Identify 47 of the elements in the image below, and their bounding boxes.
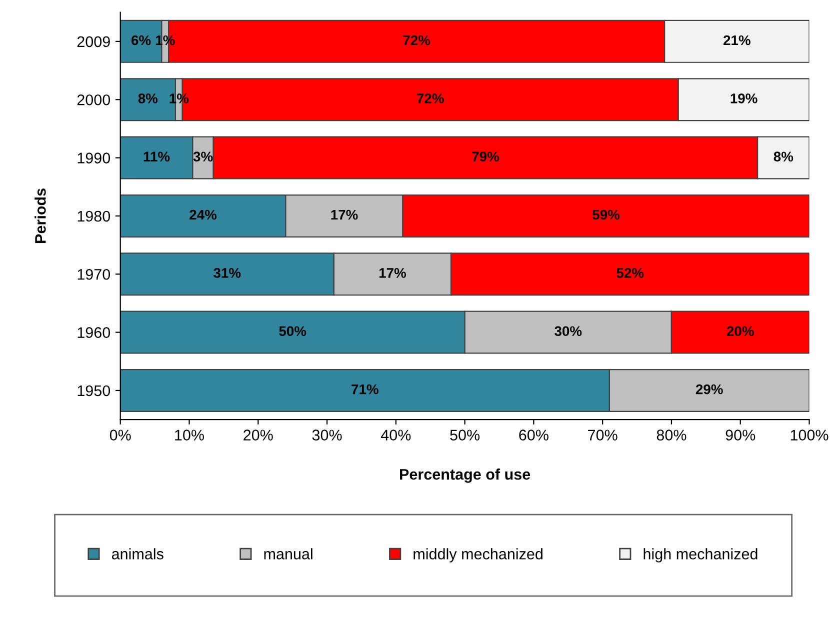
y-tick-label: 2000 bbox=[77, 94, 110, 106]
data-label: 30% bbox=[554, 326, 582, 336]
data-label: 50% bbox=[279, 326, 306, 336]
x-tick-label: 90% bbox=[726, 430, 756, 441]
data-label: 8% bbox=[138, 93, 158, 104]
data-label: 52% bbox=[616, 268, 644, 278]
data-label: 1% bbox=[156, 35, 175, 46]
data-label: 29% bbox=[696, 384, 723, 394]
x-tick-label: 40% bbox=[380, 430, 411, 441]
x-tick-label: 30% bbox=[312, 430, 342, 441]
data-label: 72% bbox=[417, 93, 444, 104]
x-tick-label: 100% bbox=[790, 430, 828, 441]
x-tick-label: 10% bbox=[175, 430, 204, 441]
legend-label: manual bbox=[264, 548, 312, 560]
y-tick-label: 1970 bbox=[78, 268, 110, 280]
y-axis-title: Periods bbox=[34, 188, 46, 243]
data-label: 6% bbox=[131, 35, 151, 46]
legend-label: middly mechanized bbox=[414, 548, 542, 562]
x-tick-label: 80% bbox=[656, 430, 686, 441]
data-label: 59% bbox=[592, 210, 620, 220]
x-tick-label: 60% bbox=[519, 430, 548, 441]
data-label: 72% bbox=[403, 35, 430, 46]
x-axis-title: Percentage of use bbox=[400, 468, 530, 483]
y-tick-label: 1990 bbox=[78, 152, 110, 164]
data-label: 3% bbox=[193, 152, 213, 162]
legend-label: high mechanized bbox=[644, 548, 758, 562]
data-label: 17% bbox=[331, 210, 358, 220]
y-tick-label: 2009 bbox=[77, 36, 110, 48]
data-label: 71% bbox=[352, 384, 378, 394]
y-tick-label: 1960 bbox=[78, 327, 110, 338]
data-label: 20% bbox=[726, 326, 754, 336]
x-tick-label: 50% bbox=[450, 430, 480, 441]
data-label: 79% bbox=[472, 152, 499, 162]
y-tick-label: 1950 bbox=[78, 385, 110, 396]
x-tick-label: 20% bbox=[244, 430, 273, 441]
data-label: 8% bbox=[774, 152, 794, 162]
data-label: 31% bbox=[214, 268, 241, 278]
data-label: 17% bbox=[379, 268, 406, 278]
x-tick-label: 0% bbox=[110, 430, 131, 441]
data-label: 11% bbox=[144, 152, 170, 162]
x-tick-label: 70% bbox=[588, 430, 618, 441]
legend-label: animals bbox=[112, 548, 164, 560]
y-tick-label: 1980 bbox=[78, 210, 110, 222]
data-label: 19% bbox=[730, 93, 758, 104]
data-label: 24% bbox=[190, 210, 217, 220]
data-label: 1% bbox=[170, 94, 189, 104]
data-label: 21% bbox=[724, 35, 750, 46]
